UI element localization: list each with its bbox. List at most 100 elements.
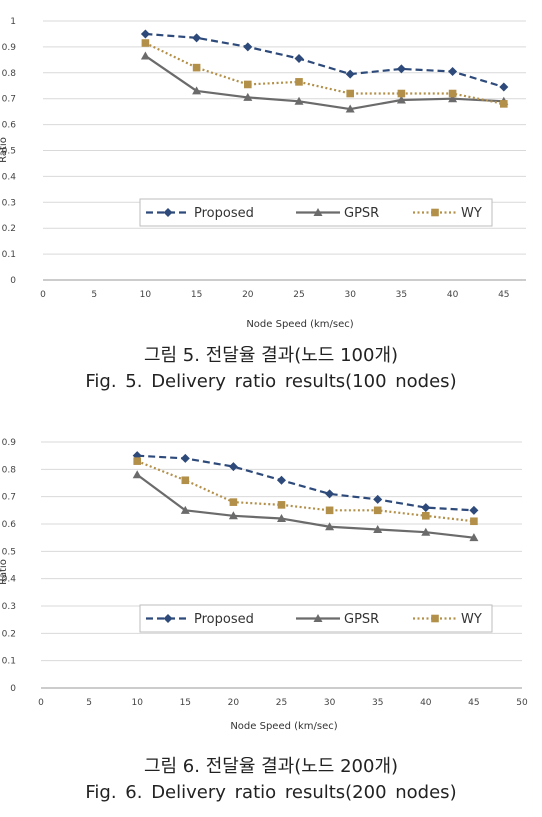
chart1-y-tick-label-7: 0.7 [2, 95, 16, 105]
chart2-legend-marker-wy [431, 614, 439, 623]
chart2-x-tick-label-5: 25 [276, 698, 287, 708]
chart1-x-tick-label-9: 45 [498, 290, 509, 300]
chart1-y-tick-label-9: 0.9 [2, 43, 17, 53]
chart1-x-tick-label-6: 30 [344, 290, 356, 300]
chart2-x-tick-label-4: 20 [228, 698, 240, 708]
chart1-point-proposed-6 [448, 67, 458, 77]
chart1-y-tick-label-1: 0.1 [2, 250, 16, 260]
chart2-point-proposed-6 [421, 503, 431, 513]
chart1-legend-label-gpsr: GPSR [344, 206, 379, 221]
chart1-point-proposed-7 [499, 82, 509, 92]
chart2-legend: Proposed GPSR WY [139, 604, 493, 633]
caption-fig6: 그림 6. 전달율 결과(노드 200개) Fig. 6. Delivery r… [0, 754, 542, 806]
chart2-legend-label-proposed: Proposed [194, 612, 254, 627]
chart1-point-gpsr-3 [294, 96, 304, 105]
chart2-legend-marker-proposed [163, 614, 173, 623]
chart2-y-tick-label-0: 0 [10, 684, 16, 694]
chart1-point-proposed-5 [396, 64, 406, 74]
chart1-point-gpsr-2 [243, 92, 253, 101]
chart1-legend-marker-gpsr [313, 208, 323, 216]
chart2-x-tick-label-10: 50 [516, 698, 528, 708]
chart2-point-gpsr-6 [421, 527, 431, 536]
chart2-point-gpsr-7 [469, 533, 479, 542]
chart2-x-tick-label-3: 15 [180, 698, 191, 708]
chart1-y-tick-label-3: 0.3 [2, 198, 16, 208]
chart1-point-wy-0 [141, 39, 150, 47]
chart2-point-gpsr-3 [277, 514, 286, 523]
chart2-series-line-gpsr [136, 473, 475, 539]
chart2-point-wy-6 [422, 512, 430, 520]
chart2-point-gpsr-5 [373, 524, 383, 533]
chart1-x-tick-label-0: 0 [40, 290, 46, 300]
chart2-point-proposed-4 [325, 489, 335, 499]
chart1-point-wy-7 [500, 100, 508, 108]
chart2-x-tick-label-9: 45 [468, 698, 479, 708]
chart2-y-tick-label-7: 0.7 [2, 493, 16, 503]
chart1-point-gpsr-1 [192, 86, 202, 95]
chart1-legend: Proposed GPSR WY [139, 198, 493, 227]
chart1-point-proposed-3 [294, 54, 304, 64]
chart2-point-gpsr-1 [180, 505, 190, 514]
chart2-point-proposed-5 [373, 494, 383, 504]
chart2-y-tick-label-6: 0.6 [2, 520, 17, 530]
chart1-legend-marker-proposed [163, 208, 173, 217]
chart1-point-gpsr-0 [140, 51, 150, 60]
caption-fig5-korean: 그림 5. 전달율 결과(노드 100개) [143, 345, 399, 366]
chart1-x-axis-title: Node Speed (km/sec) [246, 319, 353, 330]
chart1-series-line-gpsr [144, 55, 504, 111]
chart2-y-tick-label-5: 0.5 [2, 547, 16, 557]
chart2-point-wy-3 [277, 501, 286, 509]
chart2-point-wy-0 [133, 457, 141, 465]
chart2-x-tick-label-8: 40 [420, 698, 432, 708]
chart1-y-tick-label-0: 0 [10, 276, 16, 286]
chart-fig5-svg: 00.10.20.30.40.50.60.70.80.910 5 10 15 20 25 3… [0, 17, 526, 330]
caption-fig6-korean: 그림 6. 전달율 결과(노드 200개) [143, 756, 399, 777]
chart1-x-tick-label-2: 10 [140, 290, 152, 300]
caption-fig5-english: Fig. 5. Delivery ratio results(100 nodes… [85, 371, 457, 392]
chart1-y-tick-label-2: 0.2 [2, 224, 16, 234]
chart1-point-wy-6 [448, 89, 457, 98]
chart1-point-gpsr-6 [448, 94, 458, 103]
chart2-legend-marker-gpsr [313, 614, 323, 622]
chart2-x-tick-label-0: 0 [38, 698, 44, 708]
chart2-point-gpsr-4 [325, 522, 335, 531]
chart2-x-tick-label-2: 10 [131, 698, 143, 708]
chart2-point-gpsr-2 [228, 511, 238, 520]
chart2-y-tick-label-2: 0.2 [2, 629, 16, 639]
chart1-x-tick-label-7: 35 [396, 290, 407, 300]
chart1-point-wy-2 [244, 80, 252, 89]
chart-fig5: 0 0.1 0.2 0.3 0.4 0.5 0.6 0.7 0.8 0.9 1 0 5 10 15 20 25 3… [0, 0, 542, 340]
chart2-point-proposed-2 [228, 462, 238, 472]
chart1-x-tick-label-4: 20 [242, 290, 254, 300]
chart2-point-wy-5 [373, 506, 382, 515]
chart1-y-axis-title: Ratio [0, 137, 9, 163]
chart2-x-axis-title: Node Speed (km/sec) [230, 721, 337, 732]
chart2-point-wy-1 [181, 476, 190, 485]
chart2-y-axis-title: Ratio [0, 559, 9, 585]
chart1-point-gpsr-5 [396, 95, 406, 104]
chart-fig6: 0 0.1 0.2 0.3 0.4 0.5 0.6 0.7 0.8 0.9 0 5 10 15 20 25 30… [0, 432, 542, 732]
chart2-point-wy-2 [229, 498, 238, 506]
chart1-y-tick-label-5: 0.5 [2, 147, 16, 157]
chart1-point-proposed-4 [345, 69, 355, 79]
chart2-y-tick-label-4: 0.4 [2, 575, 17, 585]
chart1-point-proposed-0 [140, 29, 150, 39]
chart2-legend-label-gpsr: GPSR [344, 612, 379, 627]
chart1-legend-label-proposed: Proposed [194, 206, 254, 221]
chart1-x-tick-label-8: 40 [447, 290, 459, 300]
chart1-legend-marker-wy [431, 208, 439, 217]
chart2-x-tick-label-1: 5 [86, 698, 92, 708]
chart1-point-wy-1 [192, 63, 201, 72]
chart2-y-tick-label-9: 0.9 [2, 438, 17, 448]
chart1-point-wy-4 [346, 89, 354, 98]
chart2-x-tick-label-7: 35 [372, 698, 383, 708]
chart2-point-gpsr-0 [132, 470, 142, 479]
chart2-x-tick-label-6: 30 [324, 698, 336, 708]
chart1-y-tick-label-10: 1 [10, 17, 16, 27]
chart-fig6-svg: 0 0.1 0.2 0.3 0.4 0.5 0.6 0.7 0.8 0.9 0 5 10 15 20 25 30… [0, 438, 528, 732]
chart1-series-line-proposed [145, 32, 505, 89]
chart1-x-tick-label-3: 15 [191, 290, 202, 300]
chart2-series-line-proposed [137, 454, 474, 512]
chart1-legend-label-wy: WY [461, 206, 482, 221]
chart1-x-tick-label-1: 5 [91, 290, 97, 300]
